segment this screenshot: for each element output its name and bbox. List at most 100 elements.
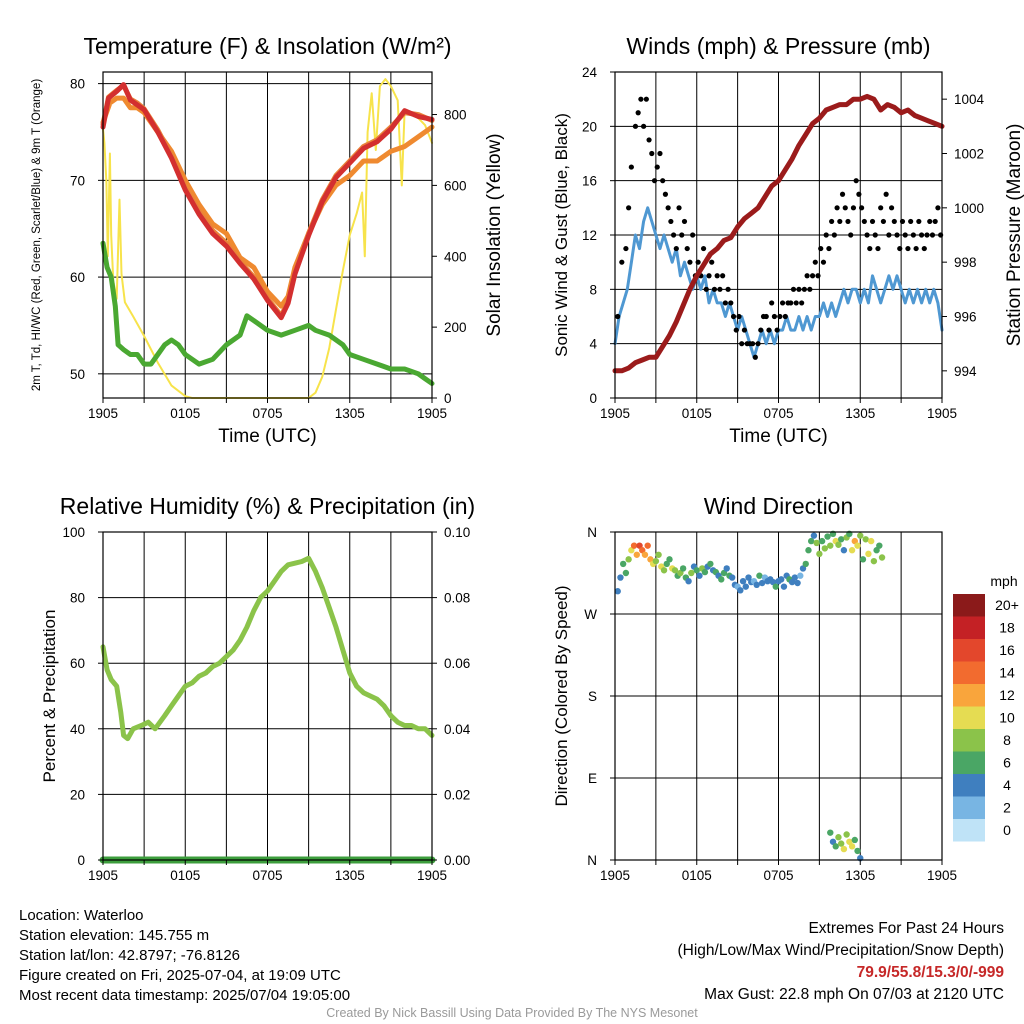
- direction-point: [696, 572, 703, 579]
- y2-tick-label: 998: [954, 255, 977, 270]
- direction-point: [617, 574, 624, 581]
- gust-point: [730, 313, 737, 320]
- gust-point: [643, 96, 649, 102]
- x-tick-label: 0705: [763, 406, 793, 421]
- direction-point: [848, 547, 856, 554]
- direction-point: [739, 578, 747, 585]
- gust-point: [763, 313, 769, 320]
- gust-point: [886, 232, 892, 238]
- direction-point: [865, 550, 872, 558]
- gust-point: [790, 286, 797, 292]
- x-tick-label: 0705: [252, 868, 282, 883]
- direction-point: [778, 576, 785, 583]
- direction-point: [832, 843, 839, 850]
- y-tick-label: 40: [70, 722, 85, 737]
- legend-label: 18: [999, 620, 1015, 636]
- gust-point: [626, 205, 632, 211]
- station-info: Location: Waterloo Station elevation: 14…: [19, 906, 350, 1006]
- gust-point: [848, 232, 854, 238]
- direction-point: [837, 840, 845, 847]
- y2-tick-label: 0.04: [444, 722, 471, 737]
- gust-point: [823, 232, 829, 238]
- x-tick-label: 1305: [845, 406, 875, 421]
- gust-point: [722, 300, 728, 306]
- direction-point: [655, 551, 662, 558]
- legend-swatch: [953, 661, 985, 684]
- direction-point: [802, 560, 809, 568]
- x-tick-label: 1905: [927, 406, 957, 421]
- gust-point: [899, 218, 906, 225]
- direction-point: [666, 556, 673, 563]
- x-tick-label: 0105: [682, 868, 712, 883]
- gust-point: [872, 232, 878, 238]
- rh-series-line: [100, 555, 435, 742]
- gust-point: [834, 205, 840, 211]
- chart-title: Winds (mph) & Pressure (mb): [626, 33, 930, 59]
- direction-point: [835, 541, 842, 548]
- gust-point: [812, 259, 818, 265]
- gust-point: [632, 123, 639, 129]
- direction-point: [827, 829, 834, 836]
- gust-point: [662, 191, 669, 197]
- y-tick-label: 60: [70, 656, 85, 671]
- direction-point: [614, 588, 621, 595]
- gust-point: [641, 123, 647, 129]
- gust-point: [728, 300, 734, 306]
- gust-point: [891, 218, 897, 225]
- temp-series-line: [100, 82, 435, 321]
- direction-point: [780, 583, 788, 590]
- legend-label: 8: [1003, 732, 1011, 748]
- direction-point: [688, 569, 695, 577]
- gust-point: [750, 341, 756, 347]
- direction-point: [867, 537, 875, 545]
- x-tick-label: 0105: [170, 868, 200, 883]
- y2-tick-label: 994: [954, 364, 977, 379]
- gust-point: [864, 232, 870, 238]
- chart-title: Wind Direction: [704, 493, 854, 519]
- gust-point: [932, 218, 938, 225]
- legend-label: 2: [1003, 800, 1011, 816]
- legend-label: 4: [1003, 777, 1011, 793]
- gust-point: [638, 96, 644, 102]
- pressure-series-line: [612, 93, 945, 374]
- gust-point: [741, 327, 748, 333]
- y2-tick-label: 0: [444, 391, 452, 406]
- gust-point: [733, 327, 739, 333]
- gust-point: [673, 245, 679, 252]
- gust-point: [668, 218, 674, 225]
- gust-point: [799, 300, 805, 306]
- x-tick-label: 0705: [763, 868, 793, 883]
- gust-point: [782, 313, 788, 320]
- y-tick-label: 12: [582, 228, 597, 243]
- direction-point: [707, 560, 714, 568]
- direction-point: [794, 579, 801, 587]
- chart-title: Temperature (F) & Insolation (W/m²): [83, 33, 451, 59]
- gust-point: [850, 205, 857, 211]
- gust-point: [766, 327, 772, 333]
- y2-tick-label: 600: [444, 178, 467, 193]
- y2-tick-label: 0.08: [444, 591, 470, 606]
- gust-point: [695, 259, 701, 265]
- legend-label: 16: [999, 642, 1015, 658]
- gust-point: [929, 232, 936, 238]
- gust-point: [676, 205, 682, 211]
- direction-point: [742, 583, 749, 590]
- created-text: Figure created on Fri, 2025-07-04, at 19…: [19, 967, 341, 984]
- x-tick-label: 1905: [417, 868, 447, 883]
- gust-point: [646, 137, 652, 143]
- direction-point: [808, 537, 815, 545]
- gust-point: [758, 327, 764, 333]
- direction-point: [816, 550, 823, 558]
- y2-axis-label: Solar Insolation (Yellow): [484, 133, 505, 336]
- direction-point: [813, 539, 820, 547]
- y2-tick-label: 996: [954, 310, 977, 325]
- direction-point: [644, 542, 651, 549]
- gust-point: [736, 313, 742, 320]
- chart-title: Relative Humidity (%) & Precipitation (i…: [60, 493, 475, 519]
- direction-point: [625, 556, 632, 563]
- gust-point: [657, 150, 663, 157]
- gust-point: [769, 300, 775, 306]
- y-axis-label: 2m T, Td, HI/WC (Red, Green, Scarlet/Blu…: [31, 79, 43, 391]
- direction-point: [862, 536, 869, 543]
